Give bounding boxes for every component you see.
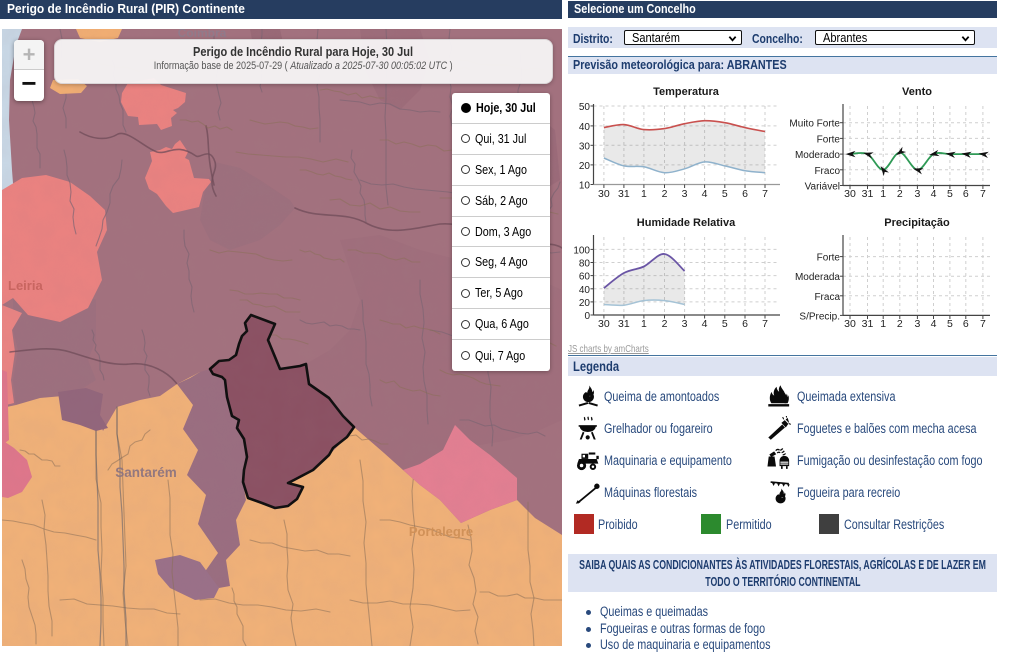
- svg-text:7: 7: [762, 188, 768, 200]
- svg-text:2: 2: [897, 318, 903, 330]
- svg-text:Forte: Forte: [817, 134, 841, 145]
- svg-text:60: 60: [579, 272, 591, 283]
- svg-text:50: 50: [579, 102, 591, 113]
- svg-text:6: 6: [963, 188, 969, 200]
- svg-text:Moderada: Moderada: [795, 272, 840, 283]
- svg-text:80: 80: [579, 259, 591, 270]
- svg-text:31: 31: [618, 318, 630, 330]
- svg-text:Santarém: Santarém: [115, 465, 177, 480]
- svg-text:Vento: Vento: [902, 86, 932, 98]
- svg-text:0: 0: [584, 311, 590, 322]
- svg-text:5: 5: [947, 318, 953, 330]
- svg-text:4: 4: [931, 318, 937, 330]
- svg-text:Fraco: Fraco: [814, 166, 840, 177]
- svg-text:4: 4: [931, 188, 937, 200]
- svg-text:4: 4: [702, 188, 708, 200]
- svg-text:31: 31: [618, 188, 630, 200]
- svg-text:6: 6: [742, 188, 748, 200]
- svg-text:Portalegre: Portalegre: [409, 524, 473, 539]
- svg-text:Moderado: Moderado: [795, 150, 840, 161]
- svg-text:1: 1: [641, 188, 647, 200]
- svg-text:3: 3: [682, 318, 688, 330]
- svg-text:Fraca: Fraca: [814, 292, 840, 303]
- svg-text:31: 31: [862, 318, 874, 330]
- svg-text:Forte: Forte: [817, 253, 841, 264]
- svg-text:5: 5: [722, 318, 728, 330]
- svg-text:30: 30: [598, 318, 610, 330]
- svg-text:31: 31: [862, 188, 874, 200]
- svg-text:1: 1: [641, 318, 647, 330]
- svg-text:30: 30: [598, 188, 610, 200]
- svg-text:Precipitação: Precipitação: [884, 217, 950, 229]
- svg-text:3: 3: [914, 188, 920, 200]
- svg-text:4: 4: [702, 318, 708, 330]
- svg-text:20: 20: [579, 161, 591, 172]
- svg-text:2: 2: [897, 188, 903, 200]
- svg-text:3: 3: [914, 318, 920, 330]
- svg-text:6: 6: [742, 318, 748, 330]
- svg-text:40: 40: [579, 285, 591, 296]
- svg-text:1: 1: [880, 188, 886, 200]
- svg-text:Humidade Relativa: Humidade Relativa: [637, 217, 736, 229]
- svg-text:30: 30: [844, 188, 856, 200]
- svg-text:30: 30: [579, 141, 591, 152]
- svg-text:7: 7: [980, 318, 986, 330]
- svg-text:2: 2: [662, 318, 668, 330]
- svg-text:30: 30: [844, 318, 856, 330]
- svg-text:Temperatura: Temperatura: [653, 86, 720, 98]
- svg-text:Muito Forte: Muito Forte: [789, 119, 840, 130]
- svg-text:5: 5: [947, 188, 953, 200]
- svg-text:20: 20: [579, 298, 591, 309]
- svg-text:3: 3: [682, 188, 688, 200]
- svg-text:Leiria: Leiria: [8, 278, 43, 293]
- svg-text:10: 10: [579, 181, 591, 192]
- svg-text:5: 5: [722, 188, 728, 200]
- svg-text:S/Precip.: S/Precip.: [799, 311, 840, 322]
- svg-text:100: 100: [573, 245, 590, 256]
- svg-text:7: 7: [980, 188, 986, 200]
- svg-text:6: 6: [963, 318, 969, 330]
- svg-text:1: 1: [880, 318, 886, 330]
- svg-text:40: 40: [579, 122, 591, 133]
- svg-text:Variável: Variável: [805, 182, 840, 193]
- svg-text:2: 2: [662, 188, 668, 200]
- svg-text:Coimbra: Coimbra: [178, 29, 227, 40]
- svg-text:7: 7: [762, 318, 768, 330]
